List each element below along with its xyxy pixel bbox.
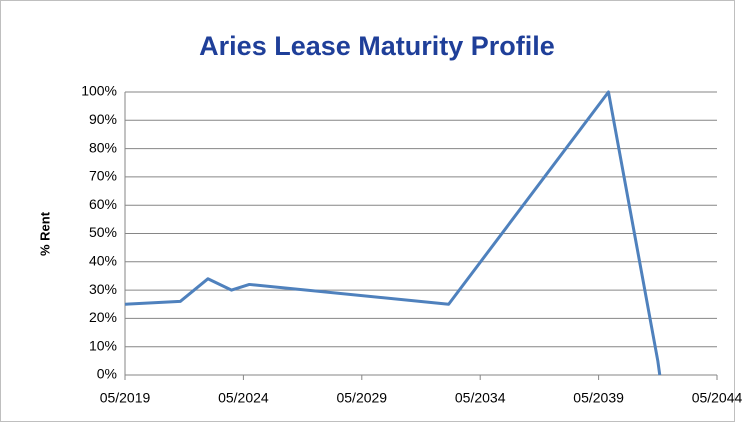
chart-title: Aries Lease Maturity Profile <box>199 31 555 61</box>
y-tick-label: 10% <box>89 337 117 353</box>
y-tick-label: 20% <box>89 309 117 325</box>
chart-border <box>0 0 735 422</box>
y-tick-label: 70% <box>89 168 117 184</box>
x-tick-label: 05/2019 <box>100 390 151 406</box>
y-tick-label: 50% <box>89 224 117 240</box>
data-line <box>124 90 662 376</box>
x-tick-label: 05/2029 <box>336 390 387 406</box>
y-tick-label: 30% <box>89 281 117 297</box>
y-tick-label: 60% <box>89 196 117 212</box>
x-tick-label: 05/2039 <box>573 390 624 406</box>
y-tick-label: 80% <box>89 139 117 155</box>
y-tick-label: 0% <box>97 366 117 382</box>
x-tick-label: 05/2024 <box>218 390 269 406</box>
y-tick-label: 90% <box>89 111 117 127</box>
y-axis-label: % Rent <box>37 211 52 256</box>
x-tick-label: 05/2044 <box>692 390 743 406</box>
y-tick-label: 100% <box>81 83 117 99</box>
x-tick-label: 05/2034 <box>455 390 506 406</box>
y-tick-label: 40% <box>89 253 117 269</box>
